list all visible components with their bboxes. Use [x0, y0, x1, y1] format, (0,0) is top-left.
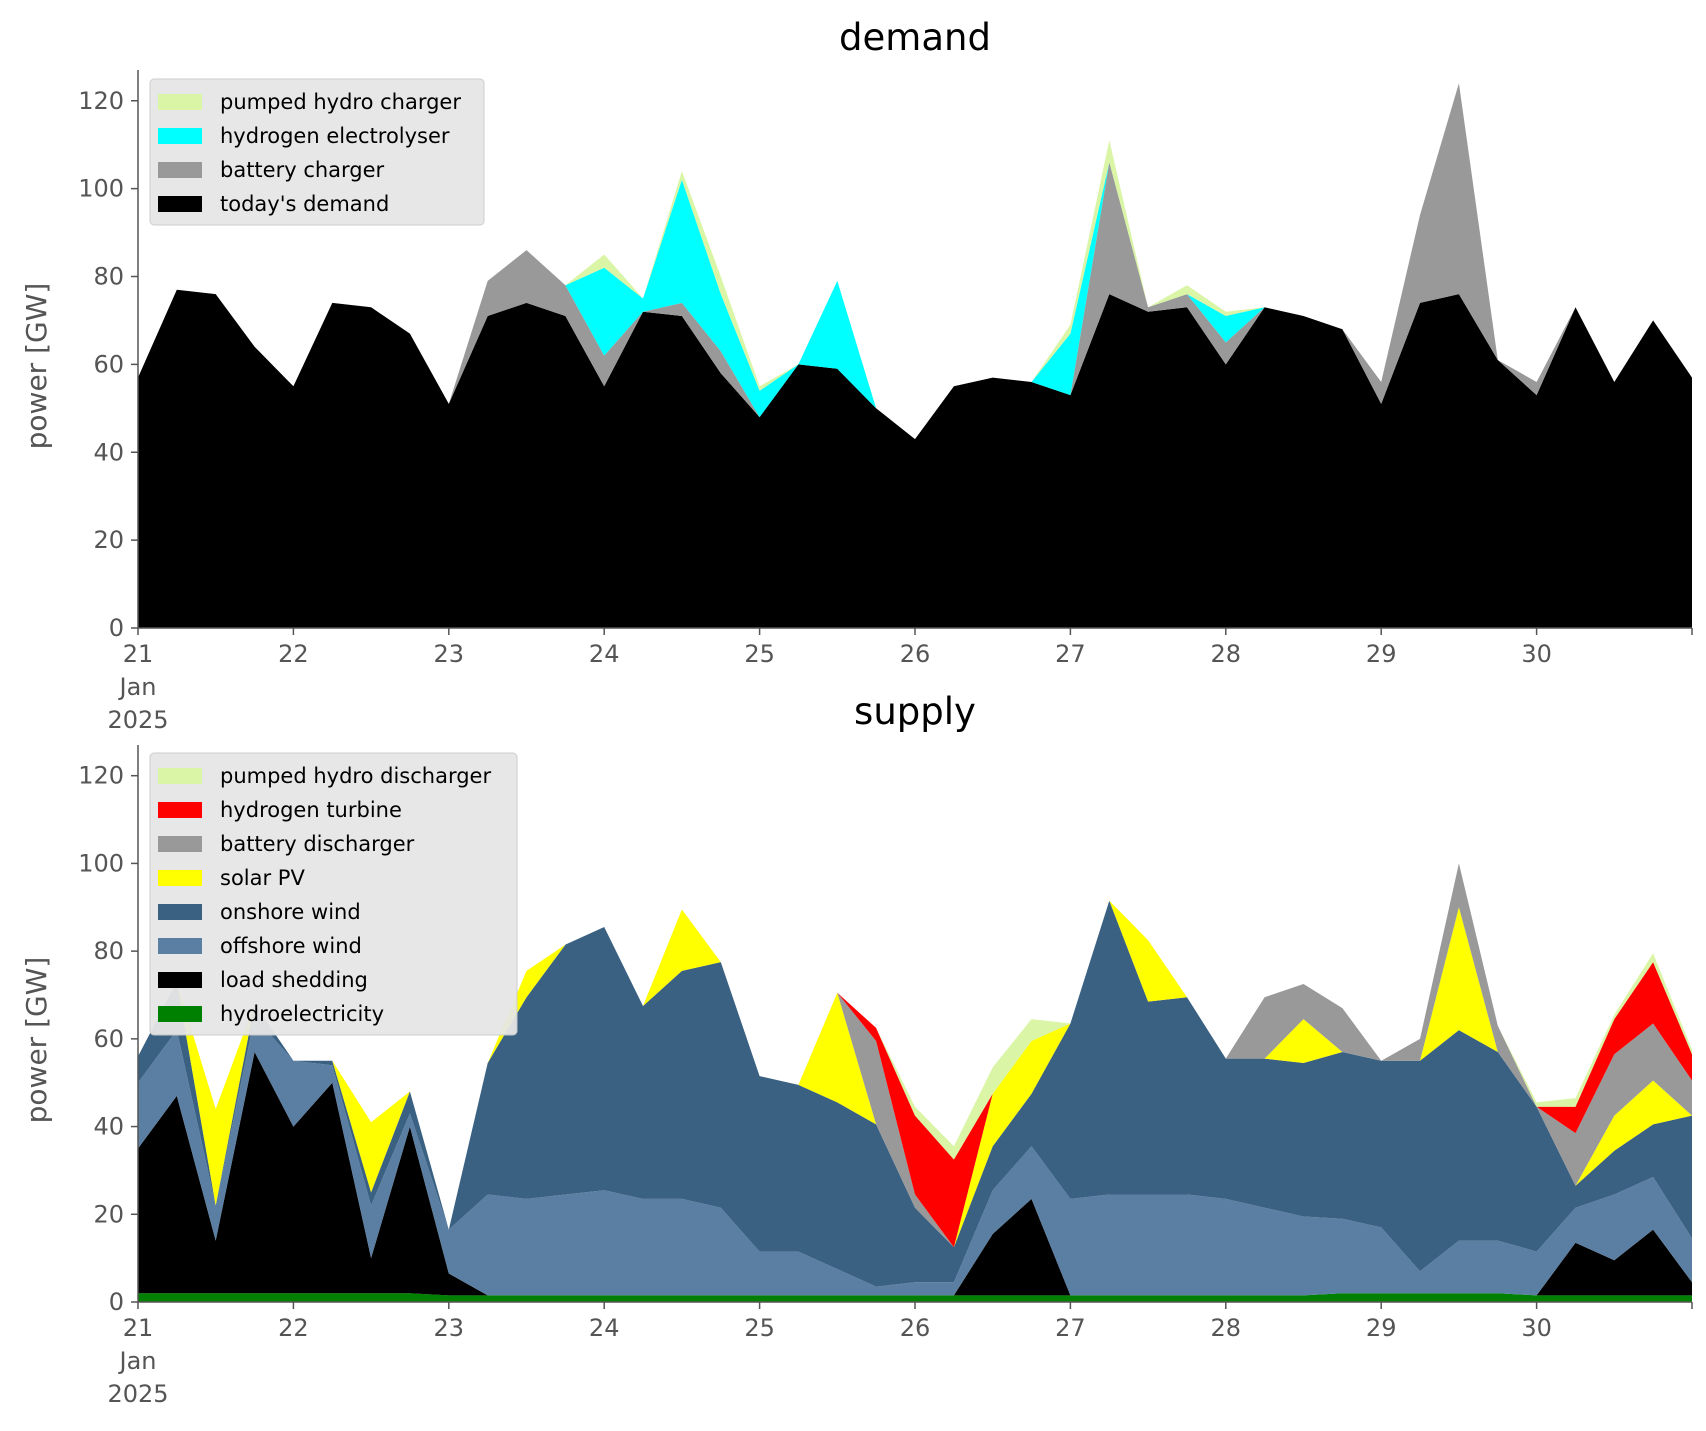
demand-x-tick-label: 21 Jan 2025	[107, 640, 168, 734]
demand-y-tick-label: 60	[93, 350, 124, 378]
demand-y-tick-label: 0	[109, 614, 124, 642]
supply-area-hydroelectricity	[138, 1293, 1692, 1302]
supply-y-tick-label: 20	[93, 1200, 124, 1228]
supply-legend-label-onshore-wind: onshore wind	[220, 900, 361, 924]
supply-legend-swatch-solar-pv	[158, 870, 202, 886]
demand-legend-label-battery-charger: battery charger	[220, 158, 385, 182]
demand-y-tick-label: 80	[93, 263, 124, 291]
supply-x-tick-label: 21 Jan 2025	[107, 1314, 168, 1408]
demand-y-tick-label: 40	[93, 438, 124, 466]
demand-area-today-s-demand	[138, 289, 1692, 628]
demand-panel: demand power [GW] 0 20 40 60 80 100 120 21 Jan 20…	[20, 16, 1693, 734]
supply-legend-label-pumped-hydro-discharger: pumped hydro discharger	[220, 764, 491, 788]
supply-legend-label-offshore-wind: offshore wind	[220, 934, 362, 958]
demand-legend-label-pumped-hydro-charger: pumped hydro charger	[220, 90, 461, 114]
supply-area-onshore-wind	[138, 900, 1692, 1287]
supply-y-tick-label: 60	[93, 1025, 124, 1053]
demand-axes: 0 20 40 60 80 100 120 21 Jan 2025 22 23 24 25 26 27 28 29…	[78, 70, 1693, 734]
demand-x-tick-label: 24	[589, 640, 620, 668]
demand-y-tick-label: 20	[93, 526, 124, 554]
demand-y-tick-label: 100	[78, 175, 124, 203]
supply-x-tick-label: 27	[1055, 1314, 1086, 1342]
supply-legend-label-hydrogen-turbine: hydrogen turbine	[220, 798, 402, 822]
supply-y-axis-label: power [GW]	[20, 957, 53, 1124]
demand-x-tick-label: 28	[1211, 640, 1242, 668]
supply-legend-swatch-battery-discharger	[158, 836, 202, 852]
supply-y-tick-label: 40	[93, 1113, 124, 1141]
supply-y-tick-label: 120	[78, 762, 124, 790]
demand-legend-swatch-today-s-demand	[158, 196, 202, 212]
supply-legend-label-hydroelectricity: hydroelectricity	[220, 1002, 384, 1026]
supply-x-tick-label: 28	[1211, 1314, 1242, 1342]
supply-x-tick-label: 26	[900, 1314, 931, 1342]
demand-legend-label-today-s-demand: today's demand	[220, 192, 389, 216]
demand-legend-swatch-pumped-hydro-charger	[158, 94, 202, 110]
supply-y-tick-label: 100	[78, 849, 124, 877]
supply-panel: supply power [GW] 0 20 40 60 80 100 120 21 Jan 20…	[20, 690, 1693, 1408]
demand-x-tick-label: 29	[1366, 640, 1397, 668]
demand-title: demand	[839, 16, 991, 59]
supply-area-solar-pv	[138, 900, 1692, 1248]
supply-legend-label-solar-pv: solar PV	[220, 866, 305, 890]
supply-area-load-shedding	[138, 1052, 1692, 1296]
demand-area-series	[138, 83, 1692, 628]
supply-legend-swatch-offshore-wind	[158, 938, 202, 954]
supply-x-tick-label: 23	[434, 1314, 465, 1342]
supply-y-tick-label: 0	[109, 1288, 124, 1316]
supply-legend: pumped hydro discharger hydrogen turbine b…	[149, 752, 518, 1036]
demand-y-axis-label: power [GW]	[20, 283, 53, 450]
supply-legend-swatch-load-shedding	[158, 972, 202, 988]
supply-x-tick-label: 29	[1366, 1314, 1397, 1342]
supply-legend-label-battery-discharger: battery discharger	[220, 832, 415, 856]
supply-y-tick-label: 80	[93, 937, 124, 965]
supply-legend-swatch-onshore-wind	[158, 904, 202, 920]
demand-x-tick-label: 26	[900, 640, 931, 668]
supply-x-tick-label: 25	[744, 1314, 775, 1342]
supply-area-series	[138, 863, 1692, 1302]
demand-x-tick-label: 30	[1521, 640, 1552, 668]
supply-title: supply	[854, 690, 976, 733]
demand-y-tick-label: 120	[78, 87, 124, 115]
demand-x-tick-label: 25	[744, 640, 775, 668]
supply-axes: 0 20 40 60 80 100 120 21 Jan 2025 22 23 24 25 26 27 28 29…	[78, 745, 1693, 1408]
supply-x-tick-label: 22	[278, 1314, 309, 1342]
demand-x-tick-label: 22	[278, 640, 309, 668]
supply-area-offshore-wind	[138, 1016, 1692, 1296]
demand-legend-swatch-hydrogen-electrolyser	[158, 128, 202, 144]
supply-legend-label-load-shedding: load shedding	[220, 968, 368, 992]
demand-legend-label-hydrogen-electrolyser: hydrogen electrolyser	[220, 124, 450, 148]
supply-legend-swatch-hydroelectricity	[158, 1006, 202, 1022]
supply-legend-swatch-hydrogen-turbine	[158, 802, 202, 818]
supply-legend-swatch-pumped-hydro-discharger	[158, 768, 202, 784]
supply-x-tick-label: 30	[1521, 1314, 1552, 1342]
supply-legend-box	[149, 752, 518, 1036]
supply-area-hydrogen-turbine	[138, 863, 1692, 1248]
demand-x-tick-label: 27	[1055, 640, 1086, 668]
demand-legend: pumped hydro charger hydrogen electrolyse…	[149, 78, 485, 226]
supply-x-tick-label: 24	[589, 1314, 620, 1342]
demand-x-tick-label: 23	[434, 640, 465, 668]
demand-legend-box	[149, 78, 485, 226]
demand-legend-swatch-battery-charger	[158, 162, 202, 178]
